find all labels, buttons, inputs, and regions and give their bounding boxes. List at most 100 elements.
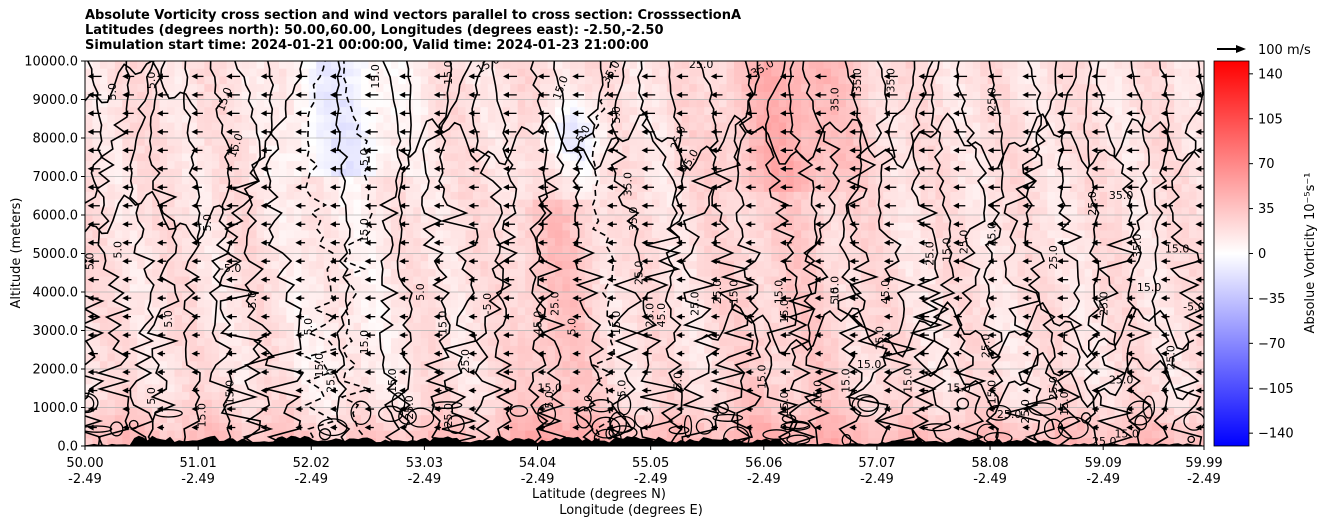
field-cell [323, 145, 332, 154]
field-cell [234, 292, 243, 301]
field-cell [734, 99, 743, 108]
field-cell [689, 122, 698, 131]
field-cell [517, 207, 526, 216]
field-cell [637, 168, 646, 178]
field-cell [301, 176, 310, 185]
field-cell [644, 299, 653, 308]
field-cell [554, 145, 564, 154]
field-cell [144, 422, 153, 432]
field-cell [249, 253, 258, 262]
field-cell [398, 68, 407, 77]
field-cell [659, 384, 668, 393]
field-cell [495, 276, 504, 285]
field-cell [510, 91, 519, 101]
field-cell [256, 261, 265, 270]
field-cell [443, 184, 452, 193]
field-cell [569, 384, 578, 393]
field-cell [286, 168, 295, 178]
field-cell [756, 415, 765, 424]
field-cell [637, 399, 646, 409]
field-cell [726, 399, 735, 409]
field-cell [711, 114, 720, 124]
field-cell [196, 168, 205, 178]
field-cell [771, 222, 780, 231]
field-cell [316, 422, 325, 432]
field-cell [249, 245, 258, 255]
field-cell [622, 353, 631, 362]
field-cell [540, 114, 549, 124]
field-cell [547, 153, 556, 162]
field-cell [211, 369, 220, 378]
field-cell [264, 307, 273, 316]
field-cell [622, 91, 631, 101]
field-cell [629, 107, 638, 116]
field-cell [629, 145, 638, 154]
field-cell [353, 161, 362, 170]
field-cell [114, 114, 123, 124]
field-cell [375, 392, 384, 401]
field-cell [808, 407, 817, 416]
field-cell [129, 99, 138, 108]
field-cell [502, 176, 511, 185]
field-cell [420, 299, 429, 308]
field-cell [584, 122, 593, 131]
field-cell [674, 399, 683, 409]
field-cell [435, 207, 444, 216]
field-cell [346, 353, 355, 362]
field-cell [786, 299, 795, 308]
field-cell [666, 76, 675, 85]
field-cell [480, 76, 489, 85]
field-cell [323, 215, 332, 224]
field-cell [786, 176, 795, 185]
field-cell [562, 292, 571, 301]
field-cell [159, 276, 168, 285]
field-cell [443, 230, 452, 239]
field-cell [614, 91, 623, 101]
field-cell [264, 253, 273, 262]
field-cell [637, 299, 646, 308]
field-cell [614, 268, 623, 278]
field-cell [390, 430, 399, 439]
field-cell [114, 330, 123, 339]
field-cell [85, 345, 94, 355]
field-cell [480, 345, 489, 355]
field-cell [659, 422, 668, 432]
field-cell [85, 261, 94, 270]
field-cell [264, 114, 273, 124]
field-cell [249, 284, 258, 293]
field-cell [480, 114, 489, 124]
field-cell [644, 369, 653, 378]
field-cell [562, 353, 571, 362]
field-cell [375, 276, 384, 285]
field-cell [458, 276, 467, 285]
field-cell [375, 230, 384, 239]
field-cell [99, 361, 108, 370]
field-cell [129, 276, 138, 285]
field-cell [443, 415, 452, 424]
field-cell [637, 68, 646, 77]
field-cell [152, 284, 161, 293]
field-cell [278, 299, 288, 308]
field-cell [465, 191, 474, 201]
field-cell [450, 199, 459, 208]
field-cell [741, 176, 750, 185]
field-cell [353, 176, 362, 185]
field-cell [323, 345, 332, 355]
field-cell [361, 330, 370, 339]
field-cell [502, 299, 511, 308]
field-cell [219, 76, 228, 85]
field-cell [786, 199, 795, 208]
field-cell [592, 392, 601, 401]
field-cell [92, 430, 101, 439]
field-cell [458, 91, 467, 101]
field-cell [204, 222, 213, 231]
field-cell [323, 61, 332, 70]
field-cell [368, 338, 377, 347]
field-cell [674, 315, 683, 324]
field-cell [129, 168, 138, 178]
field-cell [472, 261, 481, 270]
field-cell [196, 376, 205, 385]
field-cell [689, 215, 698, 224]
field-cell [622, 230, 631, 239]
field-cell [525, 176, 534, 185]
